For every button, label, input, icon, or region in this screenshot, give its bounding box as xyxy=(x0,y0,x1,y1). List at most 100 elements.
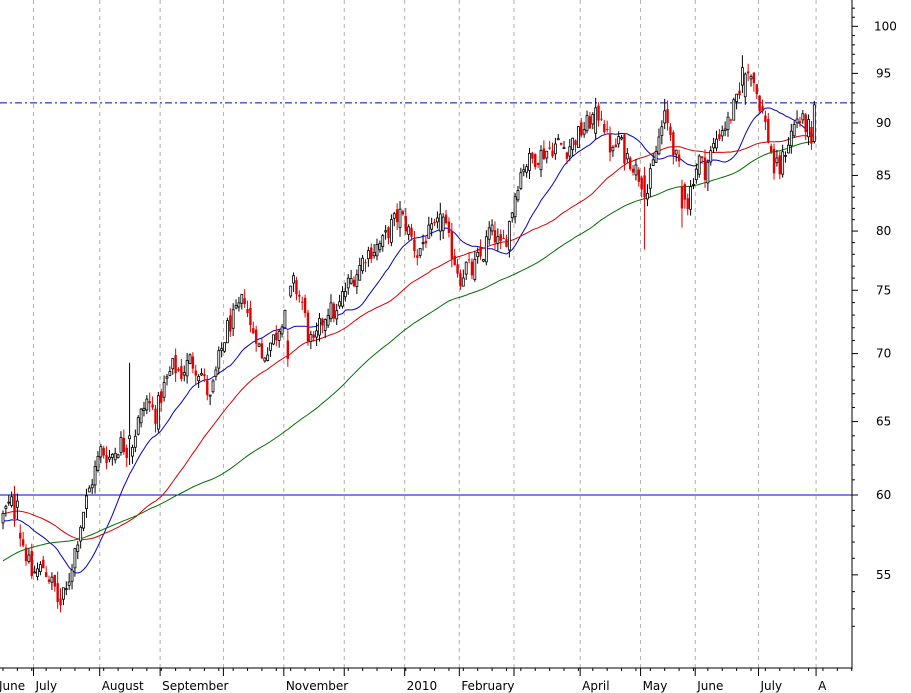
candle xyxy=(669,122,672,141)
candle xyxy=(341,286,344,309)
candle xyxy=(772,143,776,180)
candle xyxy=(254,325,258,352)
candle xyxy=(42,555,45,569)
candle xyxy=(13,485,16,527)
candle xyxy=(482,258,485,263)
candle xyxy=(643,166,646,250)
candle xyxy=(289,285,293,299)
candle xyxy=(775,149,779,167)
candle xyxy=(628,156,632,171)
candle xyxy=(116,453,120,459)
candle xyxy=(102,445,105,459)
candle xyxy=(528,148,531,180)
candle xyxy=(10,491,14,508)
y-tick-label: 100 xyxy=(874,19,897,33)
candle xyxy=(427,216,431,239)
candle xyxy=(303,294,307,318)
candle xyxy=(484,230,488,266)
candle xyxy=(96,451,100,473)
y-tick-label: 70 xyxy=(876,347,891,361)
candle xyxy=(677,149,681,168)
candle xyxy=(580,118,583,138)
candle xyxy=(188,353,192,365)
x-tick-label: July xyxy=(35,679,58,693)
candle xyxy=(395,203,399,231)
candle xyxy=(634,159,638,181)
candle xyxy=(430,217,434,237)
candle xyxy=(7,495,11,506)
candle xyxy=(292,272,295,292)
candle xyxy=(738,82,741,100)
candle xyxy=(421,234,425,251)
candle xyxy=(556,133,560,141)
candle xyxy=(433,218,436,227)
candle xyxy=(315,322,318,346)
candle xyxy=(683,182,687,209)
y-tick-label: 85 xyxy=(876,168,891,182)
candle xyxy=(286,330,290,367)
candle xyxy=(168,366,172,377)
candle xyxy=(39,561,42,576)
candle xyxy=(623,133,626,171)
candle xyxy=(240,294,244,310)
candle xyxy=(355,269,359,294)
candle xyxy=(214,366,218,381)
candle xyxy=(568,138,572,161)
candle xyxy=(309,330,313,350)
x-tick-label: April xyxy=(582,679,609,693)
y-tick-label: 95 xyxy=(876,66,891,80)
y-tick-label: 75 xyxy=(876,283,891,297)
candle xyxy=(338,294,342,309)
candle xyxy=(801,110,805,124)
candle xyxy=(548,140,551,150)
candle xyxy=(145,395,149,415)
candle xyxy=(263,357,267,363)
candle xyxy=(617,131,621,148)
candle xyxy=(59,588,62,613)
candle xyxy=(807,114,810,146)
candle xyxy=(697,154,701,178)
candle xyxy=(335,303,339,326)
x-tick-label: February xyxy=(461,679,514,693)
candle xyxy=(703,149,707,188)
candle xyxy=(565,151,569,165)
candle xyxy=(90,478,94,495)
candle xyxy=(231,303,235,337)
candle xyxy=(611,145,615,157)
y-tick-label: 90 xyxy=(876,116,891,130)
candle xyxy=(490,219,494,236)
candle xyxy=(108,449,111,463)
candle xyxy=(177,367,180,372)
candle xyxy=(165,373,169,386)
candle xyxy=(539,145,543,178)
x-tick-label: A xyxy=(818,679,827,693)
candle xyxy=(70,563,74,590)
candle xyxy=(608,126,612,162)
candle xyxy=(413,230,416,258)
candle xyxy=(787,137,790,154)
y-tick-label: 60 xyxy=(876,488,891,502)
candle xyxy=(182,365,186,382)
candle xyxy=(323,318,327,339)
candle xyxy=(700,156,704,164)
candle xyxy=(217,346,221,375)
x-tick-label: August xyxy=(102,679,144,693)
candle xyxy=(53,574,56,592)
candle xyxy=(614,138,618,148)
candle xyxy=(326,308,330,328)
candle xyxy=(473,250,477,282)
candle xyxy=(444,209,448,225)
x-tick-label: July xyxy=(760,679,783,693)
candle xyxy=(226,317,229,344)
candle xyxy=(24,544,28,566)
candle xyxy=(105,446,108,470)
candle xyxy=(128,362,131,465)
candle xyxy=(591,112,595,130)
candle xyxy=(252,321,255,334)
candle xyxy=(73,547,77,577)
candle xyxy=(764,110,767,131)
candle xyxy=(298,290,301,303)
candle xyxy=(447,217,451,238)
candle xyxy=(358,257,362,281)
